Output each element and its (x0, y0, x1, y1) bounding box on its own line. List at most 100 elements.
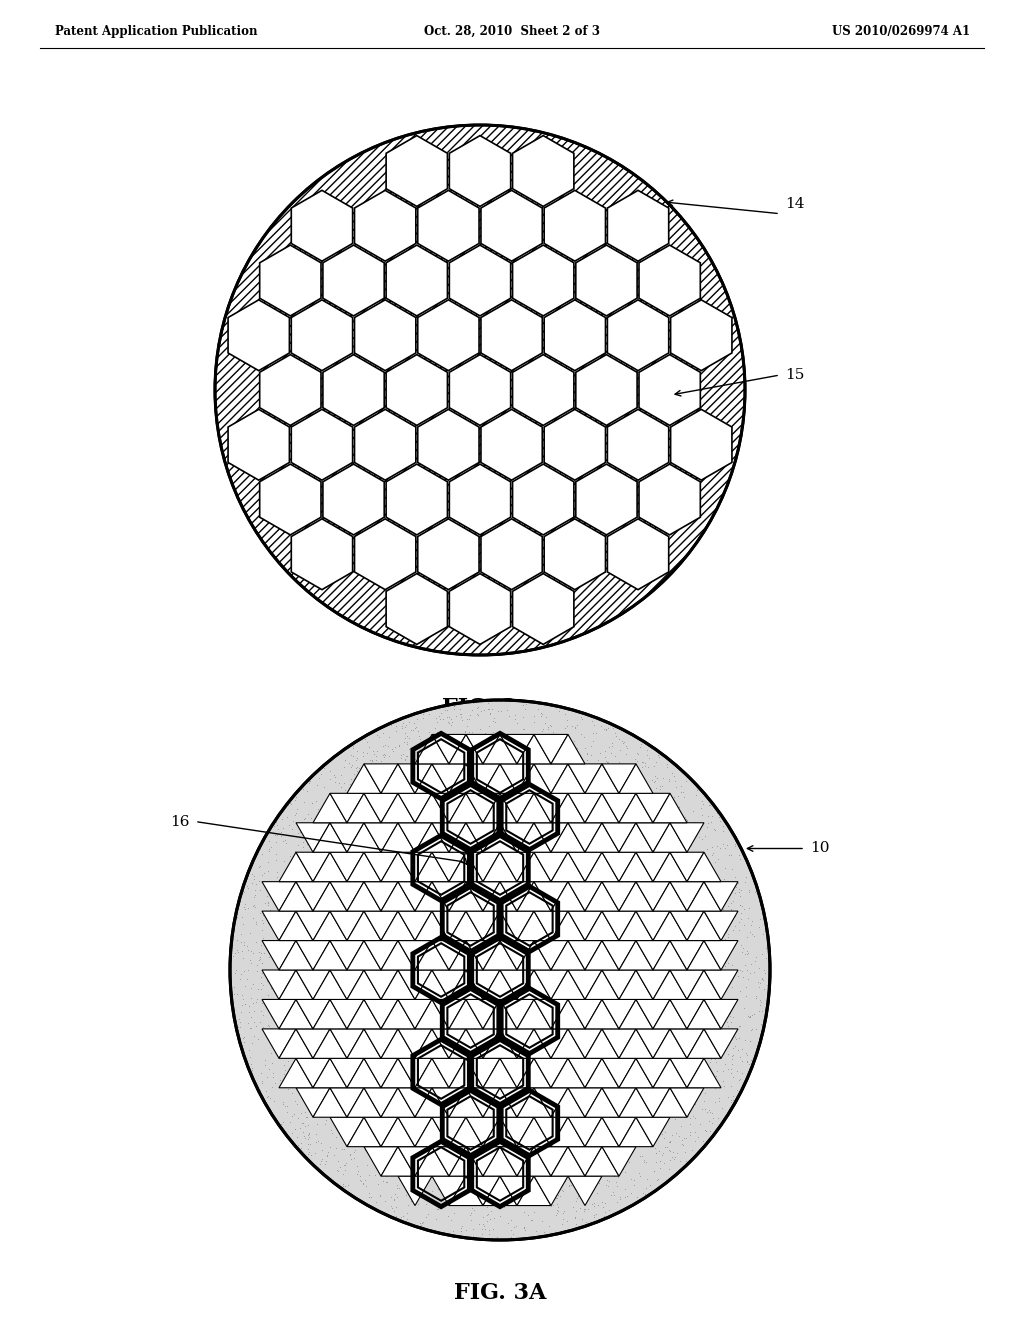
Point (422, 1024, 438, 1045)
Point (561, 1001, 578, 1022)
Polygon shape (534, 853, 568, 882)
Point (300, 1129, 316, 1150)
Point (456, 723, 472, 744)
Point (410, 896, 426, 917)
Point (700, 1110, 717, 1131)
Point (602, 920, 618, 941)
Point (310, 858, 327, 879)
Polygon shape (602, 911, 636, 941)
Point (344, 775, 360, 796)
Polygon shape (551, 970, 585, 999)
Point (760, 929, 776, 950)
Point (731, 920, 748, 941)
Point (680, 1039, 696, 1060)
Point (408, 1119, 424, 1140)
Point (634, 1123, 650, 1144)
Point (267, 906, 284, 927)
Point (233, 985, 250, 1006)
Point (536, 998, 552, 1019)
Point (535, 1082, 551, 1104)
Point (540, 1142, 556, 1163)
Point (289, 896, 305, 917)
Point (638, 1129, 654, 1150)
Point (498, 1154, 514, 1175)
Point (454, 1216, 470, 1237)
Point (401, 789, 418, 810)
Point (696, 957, 713, 978)
Point (387, 1184, 403, 1205)
Point (493, 1175, 509, 1196)
Point (402, 766, 419, 787)
Point (692, 1026, 709, 1047)
Point (478, 894, 495, 915)
Point (532, 1032, 549, 1053)
Point (331, 1118, 347, 1139)
Point (611, 729, 628, 750)
Point (626, 902, 642, 923)
Point (509, 807, 525, 828)
Point (453, 1028, 469, 1049)
Point (693, 924, 710, 945)
Point (438, 807, 455, 828)
Point (506, 883, 522, 904)
Point (609, 812, 626, 833)
Point (510, 1177, 526, 1199)
Point (702, 913, 719, 935)
Point (563, 795, 580, 816)
Point (295, 894, 311, 915)
Polygon shape (585, 853, 618, 882)
Point (609, 1064, 626, 1085)
Point (437, 964, 454, 985)
Point (497, 941, 513, 962)
Point (606, 1114, 623, 1135)
Point (720, 1043, 736, 1064)
Point (394, 791, 411, 812)
Point (377, 1052, 393, 1073)
Point (635, 796, 651, 817)
Point (560, 870, 577, 891)
Point (608, 892, 625, 913)
Point (390, 1069, 407, 1090)
Point (483, 767, 500, 788)
Point (283, 898, 299, 919)
Point (334, 1069, 350, 1090)
Polygon shape (568, 1176, 602, 1205)
Point (613, 851, 630, 873)
Point (554, 1036, 570, 1057)
Point (414, 746, 430, 767)
Point (476, 801, 493, 822)
Point (617, 1142, 634, 1163)
Point (392, 1206, 409, 1228)
Point (548, 1160, 564, 1181)
Point (540, 859, 556, 880)
Point (451, 985, 467, 1006)
Point (513, 1044, 529, 1065)
Point (627, 812, 643, 833)
Point (749, 1018, 765, 1039)
Point (356, 1133, 373, 1154)
Point (266, 816, 283, 837)
Point (236, 1027, 252, 1048)
Point (447, 1113, 464, 1134)
Point (471, 1189, 487, 1210)
Point (546, 797, 562, 818)
Point (338, 1085, 354, 1106)
Point (332, 785, 348, 807)
Point (486, 796, 503, 817)
Point (267, 990, 284, 1011)
Point (374, 779, 390, 800)
Point (358, 975, 375, 997)
Point (409, 763, 425, 784)
Point (708, 1077, 724, 1098)
Point (574, 968, 591, 989)
Point (501, 1213, 517, 1234)
Point (300, 991, 316, 1012)
Polygon shape (432, 1088, 466, 1117)
Point (380, 1063, 396, 1084)
Point (599, 1170, 615, 1191)
Point (243, 1053, 259, 1074)
Point (261, 1016, 278, 1038)
Point (228, 983, 245, 1005)
Point (564, 715, 581, 737)
Point (299, 1041, 315, 1063)
